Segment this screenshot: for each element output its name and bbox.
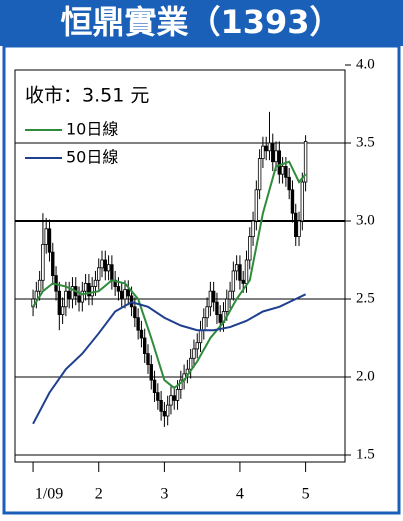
candle-body xyxy=(77,295,81,303)
candle-body xyxy=(297,220,301,238)
candle-body xyxy=(106,264,111,272)
candle-body xyxy=(228,290,232,300)
plot-frame xyxy=(14,69,346,463)
candle-body xyxy=(254,189,259,222)
candle-body xyxy=(280,165,285,175)
candle-body xyxy=(143,337,147,355)
candle-body xyxy=(294,212,298,237)
candle-body xyxy=(139,329,144,339)
candle-body xyxy=(149,364,153,381)
candle-body xyxy=(44,228,48,245)
candle-body xyxy=(41,243,45,281)
candle-body xyxy=(100,259,104,269)
candle-body xyxy=(110,264,114,281)
candle-body xyxy=(208,290,213,308)
candle-body xyxy=(97,267,101,281)
candle-body xyxy=(80,290,85,303)
header-bar xyxy=(0,0,403,46)
candle-body xyxy=(277,150,282,175)
x-tick-label: 5 xyxy=(302,486,310,503)
ma-line xyxy=(32,293,307,425)
candle-body xyxy=(211,290,216,303)
y-tick-label: 3.5 xyxy=(356,134,375,150)
y-tick-label: 1.5 xyxy=(356,446,375,462)
candle-body xyxy=(244,259,249,284)
candle-body xyxy=(159,399,163,412)
candle-body xyxy=(103,259,107,272)
candle-body xyxy=(67,290,71,300)
candle-body xyxy=(136,317,140,331)
candle-body xyxy=(60,306,65,315)
y-tick-label: 4.0 xyxy=(356,56,375,72)
candle-body xyxy=(162,410,167,417)
candle-body xyxy=(83,282,88,292)
candle-body xyxy=(264,145,268,152)
candle-body xyxy=(152,379,157,393)
candle-body xyxy=(169,395,173,406)
candle-body xyxy=(251,220,255,238)
candle-body xyxy=(267,142,272,152)
candle-body xyxy=(156,392,160,401)
candle-body xyxy=(188,357,193,370)
candle-body xyxy=(123,289,127,300)
y-tick-label: 2.0 xyxy=(356,368,375,384)
candle-body xyxy=(241,279,245,284)
candle-body xyxy=(257,158,262,191)
chart-title: 恒鼎實業（1393） xyxy=(60,3,341,41)
candle-body xyxy=(225,298,229,312)
candle-body xyxy=(146,353,150,365)
candle-body xyxy=(284,165,288,178)
candle-body xyxy=(116,286,121,292)
candle-body xyxy=(300,181,305,222)
candle-body xyxy=(57,290,62,316)
x-tick-label: 4 xyxy=(236,486,244,503)
candle-body xyxy=(34,290,39,300)
candle-body xyxy=(195,342,199,350)
candle-body xyxy=(261,145,265,159)
candle-body xyxy=(287,176,291,191)
candle-body xyxy=(133,306,137,319)
candle-body xyxy=(126,289,130,297)
legend-label: 10日線 xyxy=(66,120,118,139)
x-tick-label: 3 xyxy=(160,486,168,503)
ma-line xyxy=(32,160,307,390)
candle-body xyxy=(120,290,124,300)
candle-body xyxy=(271,142,275,163)
candle-body xyxy=(290,189,295,214)
annotation: 收市：3.51 元 xyxy=(25,85,149,107)
y-tick-label: 3.0 xyxy=(356,212,375,228)
candle-body xyxy=(205,306,209,319)
candle-body xyxy=(87,282,91,297)
candle-body xyxy=(37,279,42,292)
candle-body xyxy=(175,389,180,401)
candle-body xyxy=(172,395,176,401)
candle-body xyxy=(303,141,308,183)
candle-body xyxy=(93,279,98,287)
x-tick-label: 2 xyxy=(95,486,103,503)
candle-body xyxy=(234,264,239,272)
candle-body xyxy=(192,348,196,359)
candle-body xyxy=(47,228,52,253)
candle-body xyxy=(90,286,94,297)
candle-body xyxy=(64,290,68,308)
candle-body xyxy=(231,270,236,292)
candle-body xyxy=(215,301,219,315)
candle-body xyxy=(202,317,206,331)
candle-body xyxy=(165,404,170,417)
candle-body xyxy=(51,251,55,276)
candle-body xyxy=(198,329,203,344)
x-tick-label: 1/09 xyxy=(35,486,63,503)
candle-body xyxy=(218,314,222,323)
chart-frame xyxy=(2,44,401,515)
candle-body xyxy=(274,150,278,163)
candle-body xyxy=(70,286,75,300)
candle-body xyxy=(238,264,242,281)
y-tick-label: 2.5 xyxy=(356,290,375,306)
legend-label: 50日線 xyxy=(66,148,118,167)
candle-body xyxy=(248,236,252,261)
